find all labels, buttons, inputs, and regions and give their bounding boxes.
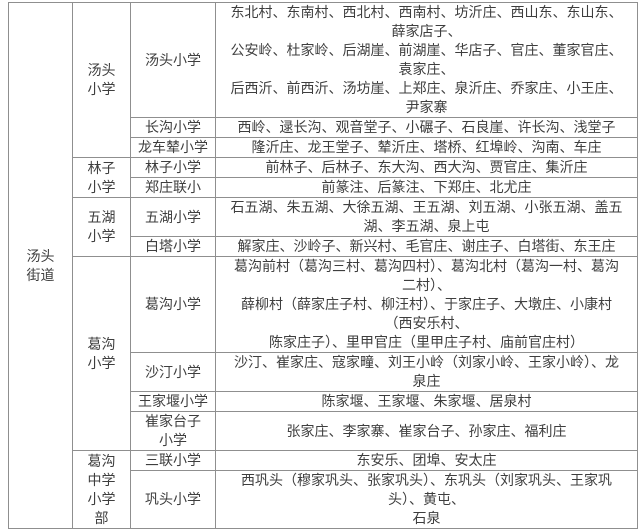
villages-cell: 张家庄、李家寨、崔家台子、孙家庄、福利庄 xyxy=(215,411,638,451)
table-row: 崔家台子 小学 张家庄、李家寨、崔家台子、孙家庄、福利庄 xyxy=(9,411,638,451)
table-row: 葛沟 中学 小学 部 三联小学 东安乐、团埠、安太庄 xyxy=(9,450,638,529)
school-cell: 沙汀小学 xyxy=(130,352,216,392)
villages-cell: 西岭、逯长沟、观音堂子、小碾子、石良崖、许长沟、浅堂子 xyxy=(215,117,638,138)
table-row: 王家堰小学 陈家堰、王家堰、朱家堰、居泉村 xyxy=(9,391,638,412)
school-cell: 长沟小学 xyxy=(130,117,216,138)
group-cell-gegou: 葛沟 小学 xyxy=(72,256,131,451)
table-row: 葛沟 小学 葛沟小学 葛沟前村（葛沟三村、葛沟四村）、葛沟北村（葛沟一村、葛沟 … xyxy=(9,256,638,451)
group-cell-linzi: 林子 小学 xyxy=(72,157,131,198)
group-cell-gegou-middle: 葛沟 中学 小学 部 xyxy=(72,450,131,529)
villages-cell: 石五湖、朱五湖、大徐五湖、王五湖、刘五湖、小张五湖、盖五 湖、李五湖、泉上屯 xyxy=(215,197,638,237)
villages-cell: 解家庄、沙岭子、新兴村、毛官庄、谢庄子、白塔街、东王庄 xyxy=(215,236,638,257)
villages-cell: 陈家堰、王家堰、朱家堰、居泉村 xyxy=(215,391,638,412)
school-cell: 巩头小学 xyxy=(130,470,216,529)
table-row: 郑庄联小 前篆注、后篆注、下郑庄、北尤庄 xyxy=(9,177,638,198)
school-cell: 汤头小学 xyxy=(130,2,216,118)
villages-cell: 东北村、东南村、西北村、西南村、坊沂庄、西山东、东山东、 薛家店子、 公安岭、杜… xyxy=(215,2,638,118)
school-cell: 王家堰小学 xyxy=(130,391,216,412)
villages-cell: 隆沂庄、龙王堂子、辇沂庄、塔桥、红埠岭、沟南、车庄 xyxy=(215,137,638,158)
villages-cell: 前篆注、后篆注、下郑庄、北尤庄 xyxy=(215,177,638,198)
school-cell: 三联小学 xyxy=(130,450,216,471)
school-cell: 郑庄联小 xyxy=(130,177,216,198)
villages-cell: 沙汀、崔家庄、寇家疃、刘王小岭（刘家小岭、王家小岭）、龙 泉庄 xyxy=(215,352,638,392)
school-cell: 林子小学 xyxy=(130,157,216,178)
villages-cell: 东安乐、团埠、安太庄 xyxy=(215,450,638,471)
table-row: 汤头 街道 汤头 小学 汤头小学 东北村、东南村、西北村、西南村、坊沂庄、西山东… xyxy=(8,2,638,529)
school-cell: 白塔小学 xyxy=(130,236,216,257)
school-cell: 龙车辇小学 xyxy=(130,137,216,158)
table-row: 沙汀小学 沙汀、崔家庄、寇家疃、刘王小岭（刘家小岭、王家小岭）、龙 泉庄 xyxy=(9,352,638,392)
table-row: 林子 小学 林子小学 前林子、后林子、东大沟、西大沟、贾官庄、集沂庄 xyxy=(9,157,638,198)
group-cell-tangtou: 汤头 小学 xyxy=(72,2,131,158)
villages-cell: 葛沟前村（葛沟三村、葛沟四村）、葛沟北村（葛沟一村、葛沟 二村）、 薛柳村（薛家… xyxy=(215,256,638,353)
school-district-table: 汤头 街道 汤头 小学 汤头小学 东北村、东南村、西北村、西南村、坊沂庄、西山东… xyxy=(8,2,638,529)
school-cell: 五湖小学 xyxy=(130,197,216,237)
school-district-table-container: 汤头 街道 汤头 小学 汤头小学 东北村、东南村、西北村、西南村、坊沂庄、西山东… xyxy=(8,2,638,529)
group-cell-wuhu: 五湖 小学 xyxy=(72,197,131,257)
street-cell: 汤头 街道 xyxy=(8,2,73,529)
villages-cell: 前林子、后林子、东大沟、西大沟、贾官庄、集沂庄 xyxy=(215,157,638,178)
school-cell: 崔家台子 小学 xyxy=(130,411,216,451)
table-row: 龙车辇小学 隆沂庄、龙王堂子、辇沂庄、塔桥、红埠岭、沟南、车庄 xyxy=(9,137,638,158)
table-row: 五湖 小学 五湖小学 石五湖、朱五湖、大徐五湖、王五湖、刘五湖、小张五湖、盖五 … xyxy=(9,197,638,257)
villages-cell: 西巩头（穆家巩头、张家巩头）、东巩头（刘家巩头、王家巩 头）、黄屯、 石泉 xyxy=(215,470,638,529)
school-cell: 葛沟小学 xyxy=(130,256,216,353)
